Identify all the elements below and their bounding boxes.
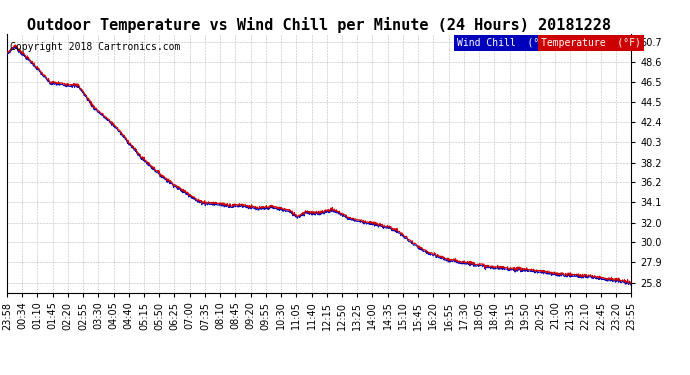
- Text: Copyright 2018 Cartronics.com: Copyright 2018 Cartronics.com: [10, 42, 180, 51]
- Text: Wind Chill  (°F): Wind Chill (°F): [457, 38, 551, 48]
- Text: Temperature  (°F): Temperature (°F): [541, 38, 641, 48]
- Title: Outdoor Temperature vs Wind Chill per Minute (24 Hours) 20181228: Outdoor Temperature vs Wind Chill per Mi…: [27, 16, 611, 33]
